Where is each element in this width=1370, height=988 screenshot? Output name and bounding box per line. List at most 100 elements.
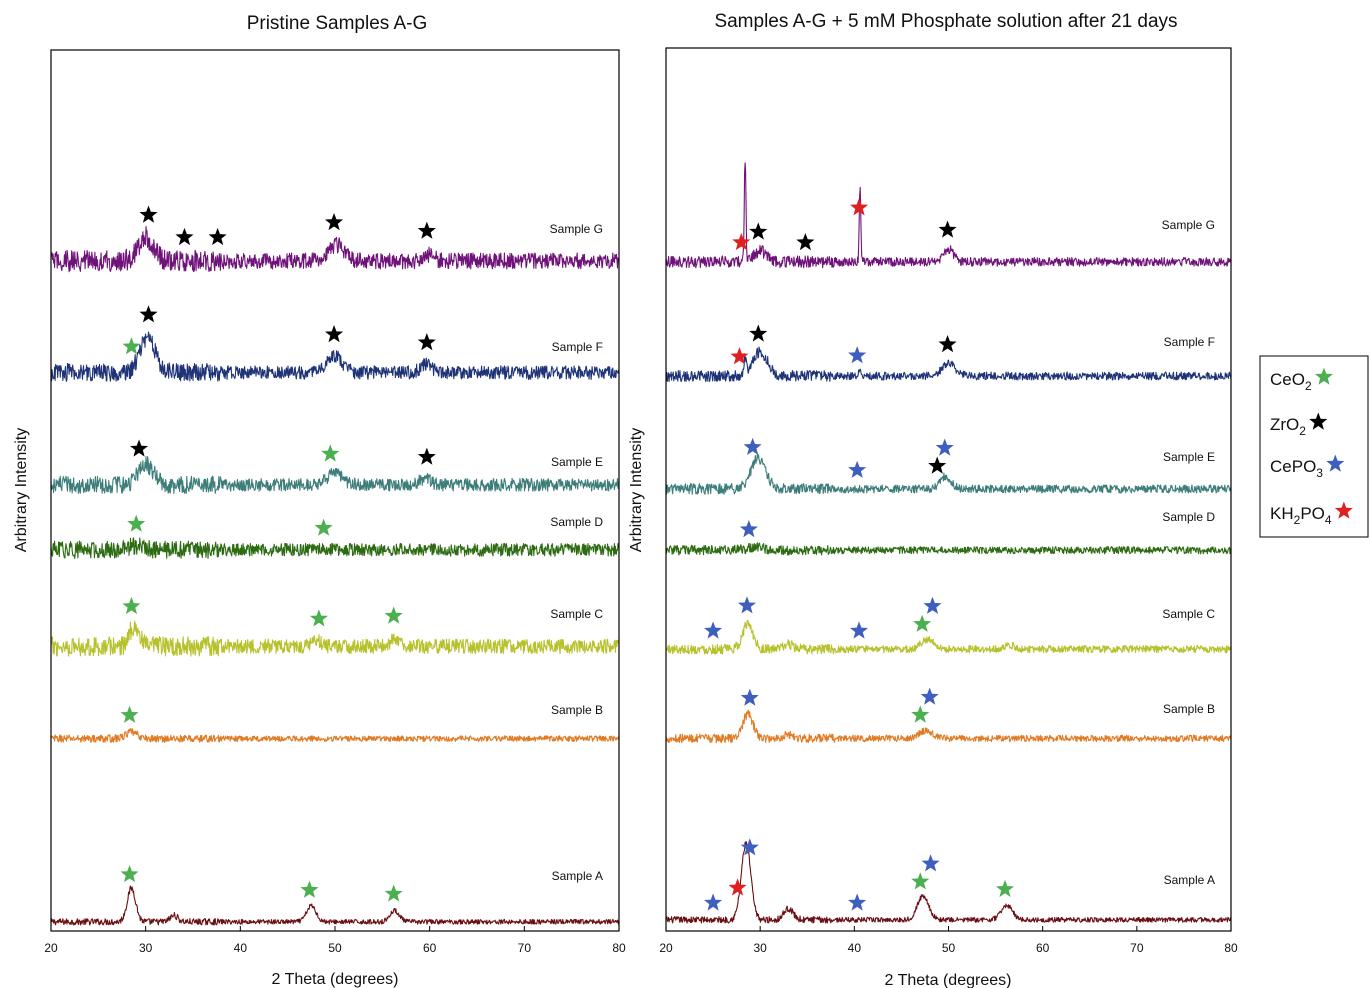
left-panel-title: Pristine Samples A-G <box>247 13 428 34</box>
legend-cepo3-star-icon <box>1326 454 1345 472</box>
phase-marker-ceo2-star-icon <box>300 880 319 898</box>
sample-label: Sample A <box>552 869 603 883</box>
legend: CeO2 ZrO2 CePO3 KH2PO4 <box>1259 355 1369 538</box>
phase-marker-zro2-star-icon <box>325 212 344 231</box>
phase-marker-zro2-star-icon <box>325 325 344 343</box>
series-line-sample-g <box>50 225 620 273</box>
left-plot-area: Sample A Sample B Sample C Sample D Sample E… <box>50 205 620 926</box>
phase-marker-zro2-star-icon <box>928 456 947 474</box>
x-tick-label: 30 <box>753 941 767 955</box>
x-tick-label: 40 <box>848 941 862 955</box>
series-line-sample-g <box>665 162 1232 269</box>
sample-label: Sample F <box>1164 335 1215 349</box>
phase-marker-ceo2-star-icon <box>384 884 403 902</box>
x-tick-label: 50 <box>328 941 342 955</box>
x-tick-label: 80 <box>1224 941 1238 955</box>
series-line-sample-a <box>665 840 1232 924</box>
phase-marker-ceo2-star-icon <box>120 864 139 883</box>
phase-marker-zro2-star-icon <box>208 227 227 246</box>
series-line-sample-e <box>50 456 620 494</box>
sample-label: Sample G <box>550 222 603 236</box>
x-tick-label: 70 <box>1130 941 1144 955</box>
phase-marker-kh2po4-star-icon <box>730 347 749 365</box>
phase-marker-zro2-star-icon <box>417 333 436 351</box>
phase-marker-ceo2-star-icon <box>122 337 141 355</box>
phase-marker-cepo3-star-icon <box>743 437 762 455</box>
phase-marker-ceo2-star-icon <box>995 879 1015 897</box>
legend-box <box>1259 355 1369 538</box>
phase-marker-ceo2-star-icon <box>911 872 930 890</box>
left-y-axis-label: Arbitrary Intensity <box>13 428 30 552</box>
sample-label: Sample F <box>552 340 603 354</box>
left-x-ticks: 20 30 40 50 60 70 80 <box>44 926 626 955</box>
legend-ceo2-star-icon <box>1314 367 1333 385</box>
phase-marker-ceo2-star-icon <box>314 518 333 536</box>
series-line-sample-f <box>665 346 1232 382</box>
legend-label-cepo3: CePO3 <box>1270 457 1323 480</box>
sample-label: Sample E <box>551 455 603 469</box>
x-tick-label: 60 <box>1036 941 1050 955</box>
legend-zro2-star-icon <box>1309 412 1328 430</box>
sample-label: Sample C <box>550 607 603 621</box>
series-line-sample-d <box>50 537 620 559</box>
phase-marker-cepo3-star-icon <box>920 687 939 705</box>
phase-marker-ceo2-star-icon <box>913 614 932 632</box>
phase-marker-cepo3-star-icon <box>848 346 867 364</box>
legend-items: CeO2 ZrO2 CePO3 KH2PO4 <box>1270 367 1353 527</box>
phase-marker-cepo3-star-icon <box>921 854 940 872</box>
series-line-sample-d <box>665 542 1232 556</box>
phase-marker-cepo3-star-icon <box>935 438 954 456</box>
x-tick-label: 50 <box>942 941 956 955</box>
phase-marker-ceo2-star-icon <box>120 705 139 723</box>
phase-marker-kh2po4-star-icon <box>728 878 747 896</box>
phase-marker-zro2-star-icon <box>139 305 158 323</box>
phase-marker-zro2-star-icon <box>130 439 149 457</box>
phase-marker-cepo3-star-icon <box>923 596 942 614</box>
phase-marker-ceo2-star-icon <box>127 514 146 532</box>
phase-marker-zro2-star-icon <box>749 324 768 342</box>
right-panel-title: Samples A-G + 5 mM Phosphate solution af… <box>714 11 1177 32</box>
series-line-sample-c <box>50 620 620 657</box>
left-x-axis-label: 2 Theta (degrees) <box>272 971 399 988</box>
phase-marker-zro2-star-icon <box>417 221 436 239</box>
sample-label: Sample C <box>1162 607 1215 621</box>
right-x-ticks: 20 30 40 50 60 70 80 <box>659 926 1238 955</box>
phase-marker-zro2-star-icon <box>938 220 957 238</box>
phase-marker-zro2-star-icon <box>938 335 957 353</box>
legend-label-ceo2: CeO2 <box>1270 370 1312 393</box>
right-plot-area: Sample A Sample B Sample C Sample D Sample E… <box>665 162 1232 924</box>
series-line-sample-a <box>50 885 620 926</box>
series-line-sample-f <box>50 331 620 382</box>
phase-marker-cepo3-star-icon <box>848 460 867 478</box>
phase-marker-cepo3-star-icon <box>739 520 758 538</box>
sample-label: Sample A <box>1164 873 1215 887</box>
phase-marker-cepo3-star-icon <box>737 596 757 614</box>
legend-kh2po4-star-icon <box>1334 501 1353 519</box>
phase-marker-zro2-star-icon <box>749 222 768 240</box>
phase-marker-cepo3-star-icon <box>704 621 723 639</box>
sample-label: Sample D <box>550 515 603 529</box>
left-plot-frame <box>50 49 620 932</box>
phase-marker-zro2-star-icon <box>139 205 158 223</box>
phase-marker-cepo3-star-icon <box>704 893 723 911</box>
sample-label: Sample D <box>1162 510 1215 524</box>
phase-marker-cepo3-star-icon <box>850 621 869 639</box>
x-tick-label: 20 <box>659 941 673 955</box>
phase-marker-cepo3-star-icon <box>740 838 759 856</box>
phase-marker-kh2po4-star-icon <box>850 198 869 216</box>
sample-label: Sample B <box>551 703 603 717</box>
right-y-axis-label: Arbitrary Intensity <box>628 428 645 552</box>
series-line-sample-c <box>665 619 1232 655</box>
phase-marker-zro2-star-icon <box>175 227 194 246</box>
phase-marker-cepo3-star-icon <box>740 688 759 706</box>
phase-marker-ceo2-star-icon <box>321 444 340 462</box>
series-line-sample-b <box>665 709 1232 744</box>
right-x-axis-label: 2 Theta (degrees) <box>885 972 1012 988</box>
phase-marker-ceo2-star-icon <box>122 596 141 615</box>
x-tick-label: 70 <box>518 941 532 955</box>
x-tick-label: 40 <box>234 941 248 955</box>
legend-label-zro2: ZrO2 <box>1270 415 1306 438</box>
phase-marker-ceo2-star-icon <box>911 705 930 723</box>
